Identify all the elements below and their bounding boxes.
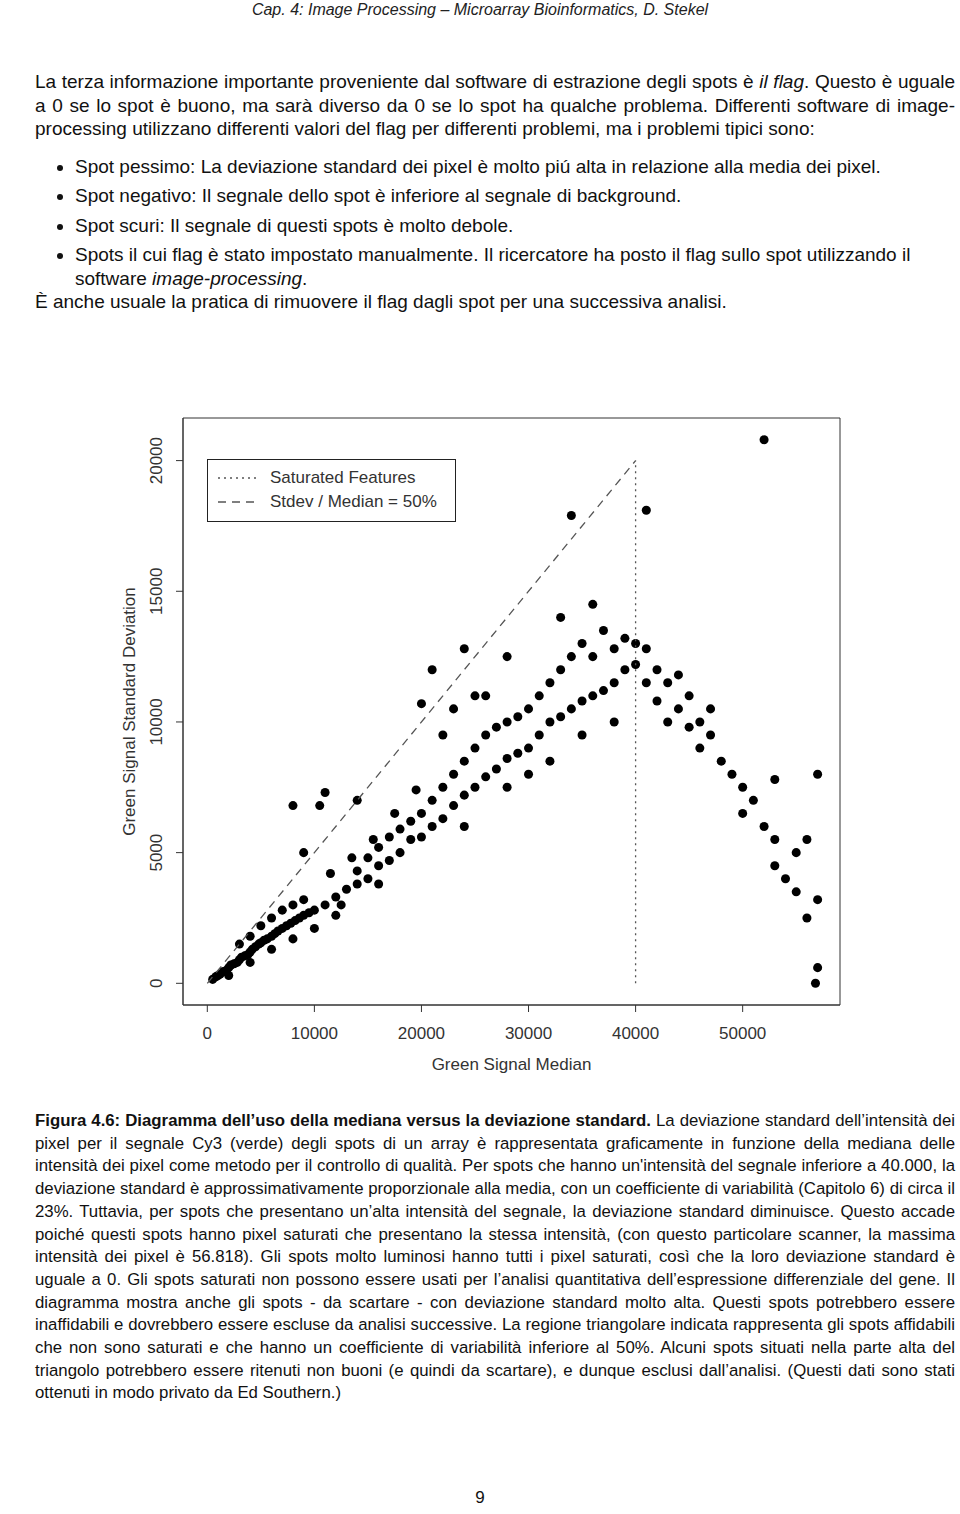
svg-text:10000: 10000 <box>291 1024 338 1043</box>
html-text:9: 9 <box>475 1488 485 1507</box>
svg-text:30000: 30000 <box>505 1024 552 1043</box>
svg-text:0: 0 <box>203 1024 212 1043</box>
html-text:Saturated Features: Saturated Features <box>270 468 416 487</box>
svg-text:5000: 5000 <box>147 834 166 872</box>
svg-text:10000: 10000 <box>147 698 166 745</box>
html-text:Figura 4.6: Diagramma dell’uso: Figura 4.6: Diagramma dell’uso della med… <box>35 1111 955 1403</box>
html-text:Spot scuri: Il segnale di ques: Spot scuri: Il segnale di questi spots è… <box>75 214 514 236</box>
html-text:Spots il cui flag è stato impo: Spots il cui flag è stato impostato manu… <box>75 244 911 289</box>
svg-text:20000: 20000 <box>398 1024 445 1043</box>
svg-text:40000: 40000 <box>612 1024 659 1043</box>
svg-text:Green Signal Median: Green Signal Median <box>432 1055 592 1074</box>
html-text:Stdev / Median = 50%: Stdev / Median = 50% <box>270 492 437 511</box>
svg-text:0: 0 <box>147 979 166 988</box>
html-text:È anche usuale la pratica di r: È anche usuale la pratica di rimuovere i… <box>35 291 727 312</box>
html-text:La terza informazione importan: La terza informazione importante proveni… <box>35 71 955 139</box>
html-text:Spot negativo: Il segnale dell: Spot negativo: Il segnale dello spot è i… <box>75 185 682 206</box>
svg-text:15000: 15000 <box>147 568 166 615</box>
svg-text:Green Signal Standard Deviatio: Green Signal Standard Deviation <box>120 587 139 836</box>
svg-text:50000: 50000 <box>719 1024 766 1043</box>
html-text:Cap. 4: Image Processing – Mic: Cap. 4: Image Processing – Microarray Bi… <box>251 1 709 18</box>
html-text:Spot pessimo: La deviazione st: Spot pessimo: La deviazione standard dei… <box>75 155 881 177</box>
svg-text:20000: 20000 <box>147 437 166 484</box>
